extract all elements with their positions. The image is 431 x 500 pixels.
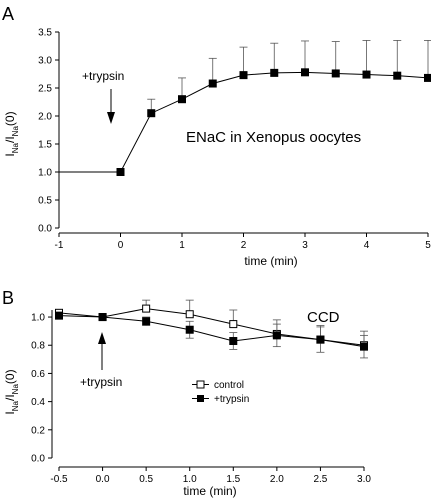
panel-a-x-title: time (min): [244, 254, 297, 268]
svg-text:INa/INa(0): INa/INa(0): [3, 369, 20, 414]
panel-b-y-title-main: I: [3, 411, 17, 414]
panel-b-x-tick-label: 0.5: [139, 474, 153, 485]
panel-b-x-tick-label: 2.5: [313, 474, 327, 485]
panel-b-y-tick-label: 0.8: [31, 341, 45, 352]
panel-b-marker-arrow: [98, 332, 106, 370]
panel-a-x-tick-label: 4: [364, 240, 370, 251]
panel-b-y-tick-label: 0.2: [31, 425, 45, 436]
panel-a-y-title-sep: /I: [3, 136, 17, 143]
panel-b-trypsin-point: [142, 317, 151, 326]
panel-b-letter: B: [2, 288, 14, 308]
panel-b-y-tick-label: 0.0: [31, 454, 45, 465]
panel-b-trypsin-point: [55, 311, 63, 320]
panel-a-y-tick-label: 2.5: [38, 84, 52, 95]
panel-b-x-title: time (min): [183, 484, 236, 498]
panel-b-x-tick-label: 1.0: [183, 474, 197, 485]
panel-b-trypsin-point: [272, 331, 281, 340]
panel-a-series-point: [239, 71, 248, 80]
panel-a-series-point: [178, 95, 186, 104]
panel-b-y-ticks: 0.0 0.2 0.4 0.6 0.8 1.0: [31, 313, 52, 465]
panel-b-y-tick-label: 0.6: [31, 369, 45, 380]
panel-a-x-ticks: -1 0 1 2 3 4 5: [55, 233, 431, 251]
panel-b: B 0.0 0.2 0.4 0.6 0.8 1.0 -0.5 0.0 0.5 1.0 1.5 2.0…: [2, 288, 371, 498]
legend-control-label: control: [214, 380, 244, 391]
panel-a-x-tick-label: 1: [179, 240, 185, 251]
panel-a-series-point: [147, 109, 156, 118]
panel-a-y-title-main: I: [3, 153, 17, 156]
panel-a-series-point: [270, 68, 279, 77]
panel-b-control-point: [229, 320, 238, 329]
panel-a-series-point: [116, 168, 125, 176]
panel-a: A 0.0 0.5 1.0 1.5 2.0 2.5 3.0 3.5 -1 0 1 2 3 4 5 +try…: [2, 4, 431, 268]
panel-a-y-tick-label: 0.5: [38, 196, 52, 207]
panel-b-plot: [55, 299, 368, 359]
panel-a-x-tick-label: -1: [55, 240, 64, 251]
panel-b-trypsin-point: [316, 335, 325, 344]
panel-a-x-tick-label: 3: [302, 240, 308, 251]
legend-trypsin-label: +trypsin: [214, 394, 249, 405]
panel-b-x-tick-label: 3.0: [357, 474, 371, 485]
panel-a-y-tick-label: 1.0: [38, 168, 52, 179]
panel-b-control-point: [142, 304, 151, 313]
panel-b-y-title-sep: /I: [3, 394, 17, 401]
panel-b-x-tick-label: 0.0: [96, 474, 110, 485]
panel-b-annotation: CCD: [307, 309, 340, 326]
panel-b-y-tick-label: 1.0: [31, 313, 45, 324]
panel-b-y-tick-label: 0.4: [31, 397, 45, 408]
panel-b-x-ticks: -0.5 0.0 0.5 1.0 1.5 2.0 2.5 3.0: [50, 467, 371, 485]
panel-b-legend: control +trypsin: [192, 380, 249, 405]
panel-b-x-tick-label: -0.5: [50, 474, 68, 485]
panel-a-y-title-sub1: Na: [11, 142, 20, 153]
panel-a-x-tick-label: 2: [241, 240, 247, 251]
panel-a-x-tick-label: 5: [425, 240, 431, 251]
svg-text:INa/INa(0): INa/INa(0): [3, 111, 20, 156]
panel-a-y-title-tail: (0): [3, 111, 17, 126]
panel-b-trypsin-line: [58, 315, 365, 348]
panel-a-series-point: [331, 69, 340, 78]
panel-a-y-tick-label: 1.5: [38, 140, 52, 151]
panel-a-y-tick-label: 0.0: [38, 224, 52, 235]
panel-a-series-point: [208, 79, 217, 88]
panel-a-series-point: [393, 71, 402, 80]
panel-b-x-tick-label: 1.5: [226, 474, 240, 485]
panel-b-y-title-sub2: Na: [11, 384, 20, 395]
panel-a-letter: A: [2, 4, 14, 24]
panel-a-y-tick-label: 2.0: [38, 112, 52, 123]
panel-a-series-line: [120, 71, 429, 173]
panel-b-marker-label: +trypsin: [80, 375, 122, 389]
panel-a-plot: [59, 40, 431, 176]
panel-b-y-title-sub1: Na: [11, 400, 20, 411]
panel-b-control-point: [185, 310, 194, 319]
panel-a-x-tick-label: 0: [118, 240, 124, 251]
panel-b-y-title-tail: (0): [3, 369, 17, 384]
panel-a-marker-label: +trypsin: [82, 69, 124, 83]
panel-a-y-title: INa/INa(0): [3, 111, 20, 156]
panel-a-y-tick-label: 3.5: [38, 28, 52, 39]
panel-a-series-point: [362, 70, 371, 79]
panel-a-annotation: ENaC in Xenopus oocytes: [186, 129, 361, 146]
panel-b-trypsin-point: [229, 337, 238, 346]
panel-b-trypsin-point: [185, 325, 194, 334]
panel-a-series-point: [424, 73, 431, 82]
panel-a-y-tick-label: 3.0: [38, 56, 52, 67]
panel-a-y-title-sub2: Na: [11, 126, 20, 137]
legend-trypsin-swatch: [197, 395, 204, 402]
panel-a-marker-arrow: [107, 89, 115, 124]
panel-b-y-title: INa/INa(0): [3, 369, 20, 414]
panel-b-trypsin-point: [98, 313, 107, 322]
panel-b-trypsin-point: [360, 342, 368, 351]
panel-a-series-point: [301, 68, 309, 77]
panel-a-y-ticks: 0.0 0.5 1.0 1.5 2.0 2.5 3.0 3.5: [38, 28, 59, 235]
panel-b-x-tick-label: 2.0: [270, 474, 284, 485]
